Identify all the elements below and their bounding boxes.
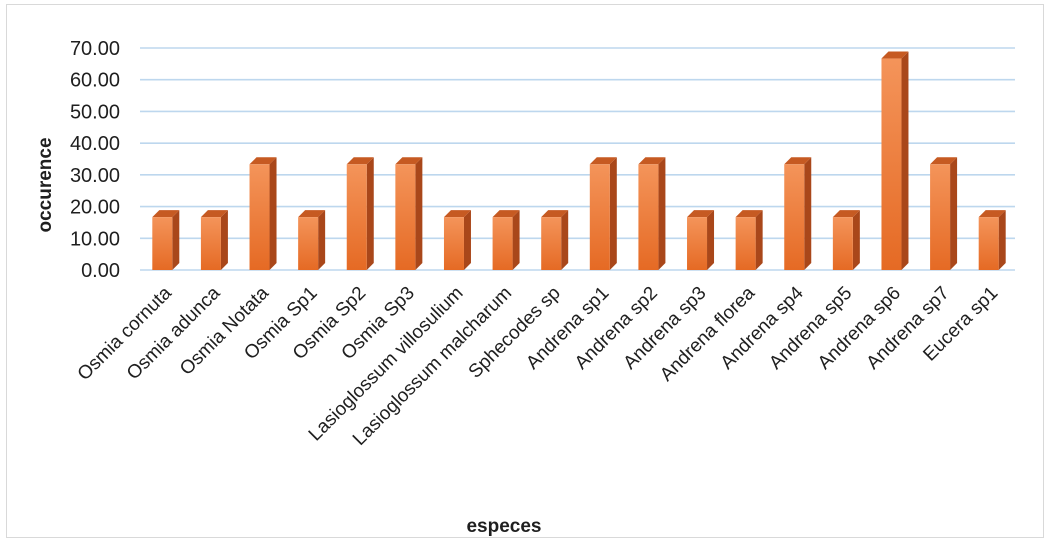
bar-front <box>638 164 659 270</box>
bar-side <box>950 157 958 270</box>
bar-top <box>735 210 763 218</box>
bar-front <box>687 217 708 270</box>
bar-side <box>463 210 471 270</box>
bar-front <box>930 164 951 270</box>
bar-front <box>152 217 173 270</box>
bar-side <box>220 210 228 270</box>
bar-side <box>852 210 860 270</box>
bar-side <box>658 157 666 270</box>
bar-side <box>172 210 180 270</box>
bar-front <box>443 217 464 270</box>
bar-top <box>443 210 471 218</box>
bar-side <box>269 157 277 270</box>
bar-front <box>541 217 562 270</box>
bar-side <box>561 210 569 270</box>
y-tick-label: 50.00 <box>70 101 120 123</box>
bar <box>492 210 520 270</box>
bar-side <box>707 210 715 270</box>
y-axis-ticks: 0.00 10.00 20.00 30.00 40.00 50.00 60.00 70.00 <box>70 38 120 282</box>
bar <box>832 210 860 270</box>
y-tick-label: 10.00 <box>70 228 120 250</box>
bar <box>443 210 471 270</box>
y-tick-label: 20.00 <box>70 197 120 219</box>
bar-top <box>589 157 617 165</box>
chart-frame <box>6 4 1044 538</box>
bar-top <box>930 157 958 165</box>
bar-front <box>784 164 805 270</box>
bar-side <box>609 157 617 270</box>
bar <box>978 210 1006 270</box>
bar-top <box>881 51 909 59</box>
bar-top <box>978 210 1006 218</box>
y-tick-label: 30.00 <box>70 165 120 187</box>
bar-top <box>832 210 860 218</box>
gridlines <box>140 47 1015 271</box>
bar-side <box>804 157 812 270</box>
y-axis-title: occurence <box>35 137 56 232</box>
bar-front <box>200 217 221 270</box>
bar-top <box>395 157 423 165</box>
bar <box>687 210 715 270</box>
bar <box>735 210 763 270</box>
bar <box>395 157 423 270</box>
y-tick-label: 0.00 <box>81 260 120 282</box>
y-tick-label: 60.00 <box>70 70 120 92</box>
y-tick-label: 70.00 <box>70 38 120 60</box>
bar-front <box>735 217 756 270</box>
bar-front <box>346 164 367 270</box>
bar-side <box>318 210 326 270</box>
x-axis-title: especes <box>466 516 541 537</box>
bar-front <box>589 164 610 270</box>
y-tick-label: 40.00 <box>70 133 120 155</box>
bar-side <box>901 51 909 271</box>
bar <box>930 157 958 270</box>
bar <box>152 210 180 270</box>
bar <box>200 210 228 270</box>
bar-top <box>638 157 666 165</box>
bar <box>784 157 812 270</box>
bar-front <box>978 217 999 270</box>
bar-top <box>249 157 277 165</box>
bar-top <box>346 157 374 165</box>
bar-front <box>298 217 319 270</box>
bar <box>881 51 909 271</box>
bars <box>152 51 1006 271</box>
bar-front <box>832 217 853 270</box>
bar <box>638 157 666 270</box>
bar-side <box>415 157 423 270</box>
bar-front <box>395 164 416 270</box>
bar-front <box>249 164 270 270</box>
bar-top <box>687 210 715 218</box>
bar-side <box>998 210 1006 270</box>
bar-top <box>784 157 812 165</box>
bar-top <box>152 210 180 218</box>
bar <box>249 157 277 270</box>
bar-side <box>512 210 520 270</box>
bar-side <box>366 157 374 270</box>
bar <box>541 210 569 270</box>
bar-top <box>298 210 326 218</box>
bar <box>589 157 617 270</box>
bar-top <box>541 210 569 218</box>
bar-side <box>755 210 763 270</box>
bar-top <box>200 210 228 218</box>
bar <box>346 157 374 270</box>
bar-front <box>492 217 513 270</box>
bar-top <box>492 210 520 218</box>
bar-front <box>881 58 902 271</box>
bar <box>298 210 326 270</box>
